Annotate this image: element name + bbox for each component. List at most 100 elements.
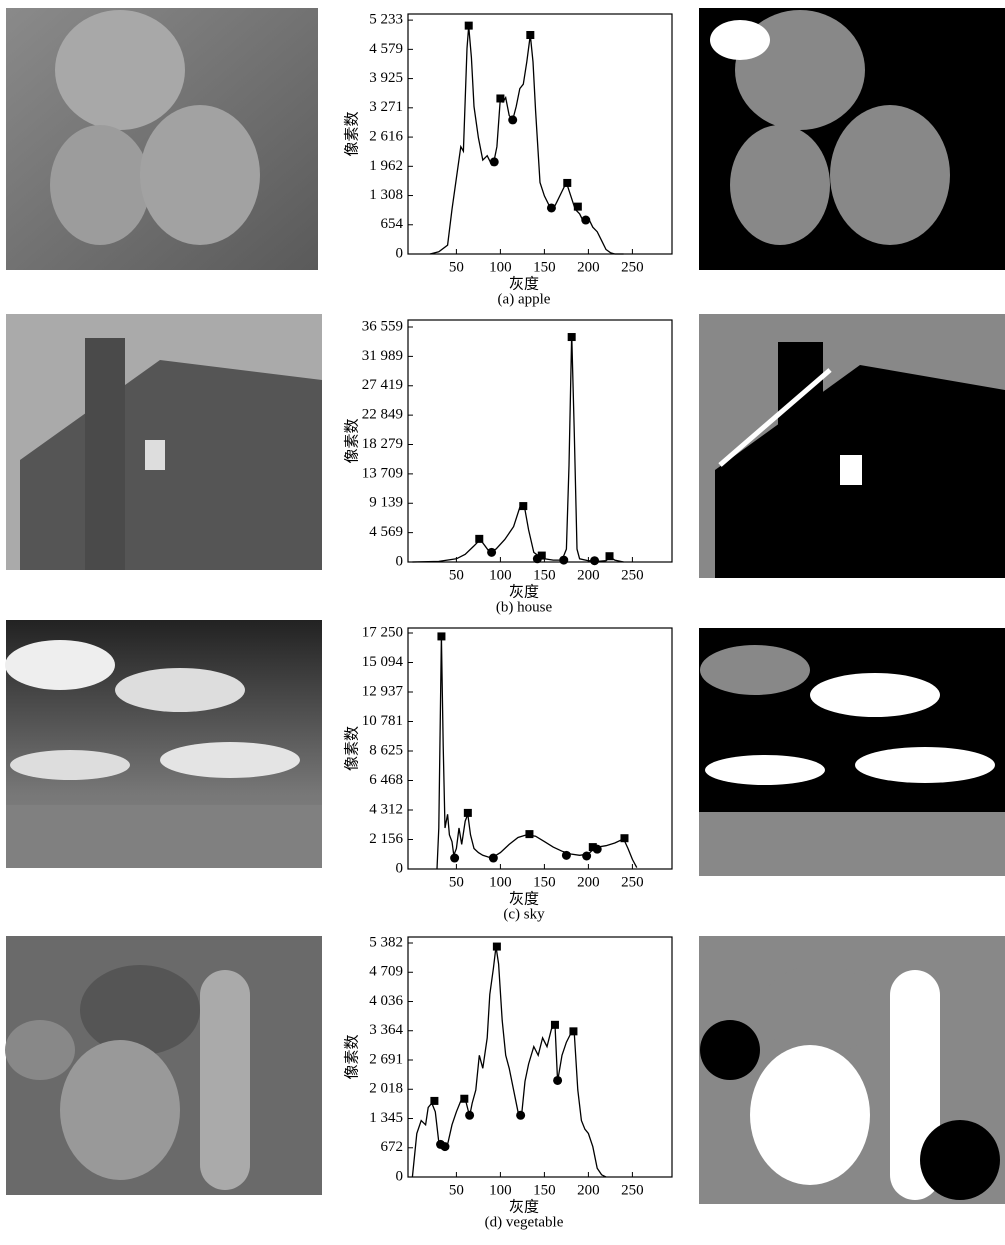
segmented-apple: [699, 8, 1005, 270]
valley-marker: [562, 851, 571, 860]
x-tick-label: 250: [621, 874, 644, 890]
peak-marker: [569, 1027, 577, 1035]
peak-marker: [551, 1021, 559, 1029]
histogram-line: [430, 26, 624, 254]
x-tick-label: 200: [577, 874, 600, 890]
x-tick-label: 200: [577, 1182, 600, 1198]
y-tick-label: 22 849: [362, 407, 403, 423]
segmented-sky: [699, 628, 1005, 876]
y-tick-label: 0: [396, 245, 404, 261]
x-tick-label: 100: [489, 874, 512, 890]
x-tick-label: 200: [577, 259, 600, 275]
x-tick-label: 250: [621, 1182, 644, 1198]
peak-marker: [606, 552, 614, 560]
x-tick-label: 50: [449, 567, 464, 583]
peak-marker: [475, 535, 483, 543]
y-tick-label: 4 036: [369, 993, 403, 1009]
x-tick-label: 50: [449, 1182, 464, 1198]
x-tick-label: 150: [533, 1182, 556, 1198]
peak-marker: [430, 1097, 438, 1105]
y-tick-label: 1 345: [369, 1110, 403, 1126]
x-axis-label: 灰度: [509, 275, 539, 293]
valley-marker: [593, 845, 602, 854]
valley-marker: [490, 157, 499, 166]
valley-marker: [440, 1142, 449, 1151]
peak-marker: [574, 203, 582, 211]
histogram-line: [437, 636, 637, 869]
photo-house: [6, 314, 322, 570]
y-tick-label: 31 989: [362, 348, 403, 364]
valley-marker: [516, 1111, 525, 1120]
y-tick-label: 2 018: [369, 1081, 403, 1097]
y-tick-label: 3 271: [369, 99, 403, 115]
x-tick-label: 150: [533, 567, 556, 583]
valley-marker: [465, 1111, 474, 1120]
y-tick-label: 2 156: [369, 831, 403, 847]
y-tick-label: 4 709: [369, 964, 403, 980]
peak-marker: [525, 830, 533, 838]
peak-marker: [526, 31, 534, 39]
valley-marker: [581, 216, 590, 225]
y-tick-label: 17 250: [362, 624, 403, 640]
y-axis-label: 像素数: [343, 111, 361, 156]
figure: 06541 3081 9622 6163 2713 9254 5795 2335…: [0, 0, 1005, 1245]
valley-marker: [508, 115, 517, 124]
y-tick-label: 4 569: [369, 524, 403, 540]
y-tick-label: 0: [396, 1168, 404, 1184]
y-tick-label: 10 781: [362, 713, 403, 729]
caption: (d) vegetable: [485, 1214, 564, 1230]
y-tick-label: 18 279: [362, 436, 403, 452]
peak-marker: [568, 333, 576, 341]
caption: (c) sky: [503, 906, 545, 922]
y-tick-label: 3 364: [369, 1022, 403, 1038]
y-tick-label: 12 937: [362, 683, 404, 699]
y-tick-label: 5 233: [369, 12, 403, 28]
peak-marker: [437, 632, 445, 640]
y-axis-label: 像素数: [343, 1034, 361, 1079]
peak-marker: [620, 834, 628, 842]
peak-marker: [465, 22, 473, 30]
caption: (a) apple: [498, 291, 551, 307]
y-tick-label: 0: [396, 860, 404, 876]
y-tick-label: 8 625: [369, 742, 403, 758]
valley-marker: [489, 854, 498, 863]
segmented-vegetable: [699, 936, 1005, 1204]
x-tick-label: 150: [533, 874, 556, 890]
y-tick-label: 0: [396, 553, 404, 569]
valley-marker: [547, 203, 556, 212]
y-tick-label: 4 579: [369, 41, 403, 57]
y-tick-label: 2 691: [369, 1051, 403, 1067]
peak-marker: [496, 94, 504, 102]
y-tick-label: 1 962: [369, 158, 403, 174]
y-tick-label: 15 094: [362, 654, 404, 670]
plot-frame: [408, 14, 672, 254]
x-tick-label: 200: [577, 567, 600, 583]
plot-frame: [408, 628, 672, 869]
caption: (b) house: [496, 599, 553, 615]
x-tick-label: 250: [621, 259, 644, 275]
y-axis-label: 像素数: [343, 418, 361, 463]
x-tick-label: 100: [489, 259, 512, 275]
y-tick-label: 4 312: [369, 801, 403, 817]
peak-marker: [519, 502, 527, 510]
y-tick-label: 9 139: [369, 495, 403, 511]
photo-sky: [5, 620, 322, 868]
x-tick-label: 250: [621, 567, 644, 583]
x-tick-label: 150: [533, 259, 556, 275]
valley-marker: [559, 556, 568, 565]
peak-marker: [460, 1095, 468, 1103]
plot-frame: [408, 937, 672, 1177]
valley-marker: [590, 556, 599, 565]
y-tick-label: 6 468: [369, 772, 403, 788]
photo-vegetable: [5, 936, 322, 1195]
y-tick-label: 13 709: [362, 465, 403, 481]
valley-marker: [582, 852, 591, 861]
y-tick-label: 27 419: [362, 377, 403, 393]
valley-marker: [487, 548, 496, 557]
peak-marker: [493, 943, 501, 951]
segmented-house: [699, 314, 1005, 578]
page: 06541 3081 9622 6163 2713 9254 5795 2335…: [0, 0, 1005, 1245]
valley-marker: [533, 554, 542, 563]
valley-marker: [553, 1076, 562, 1085]
valley-marker: [450, 854, 459, 863]
